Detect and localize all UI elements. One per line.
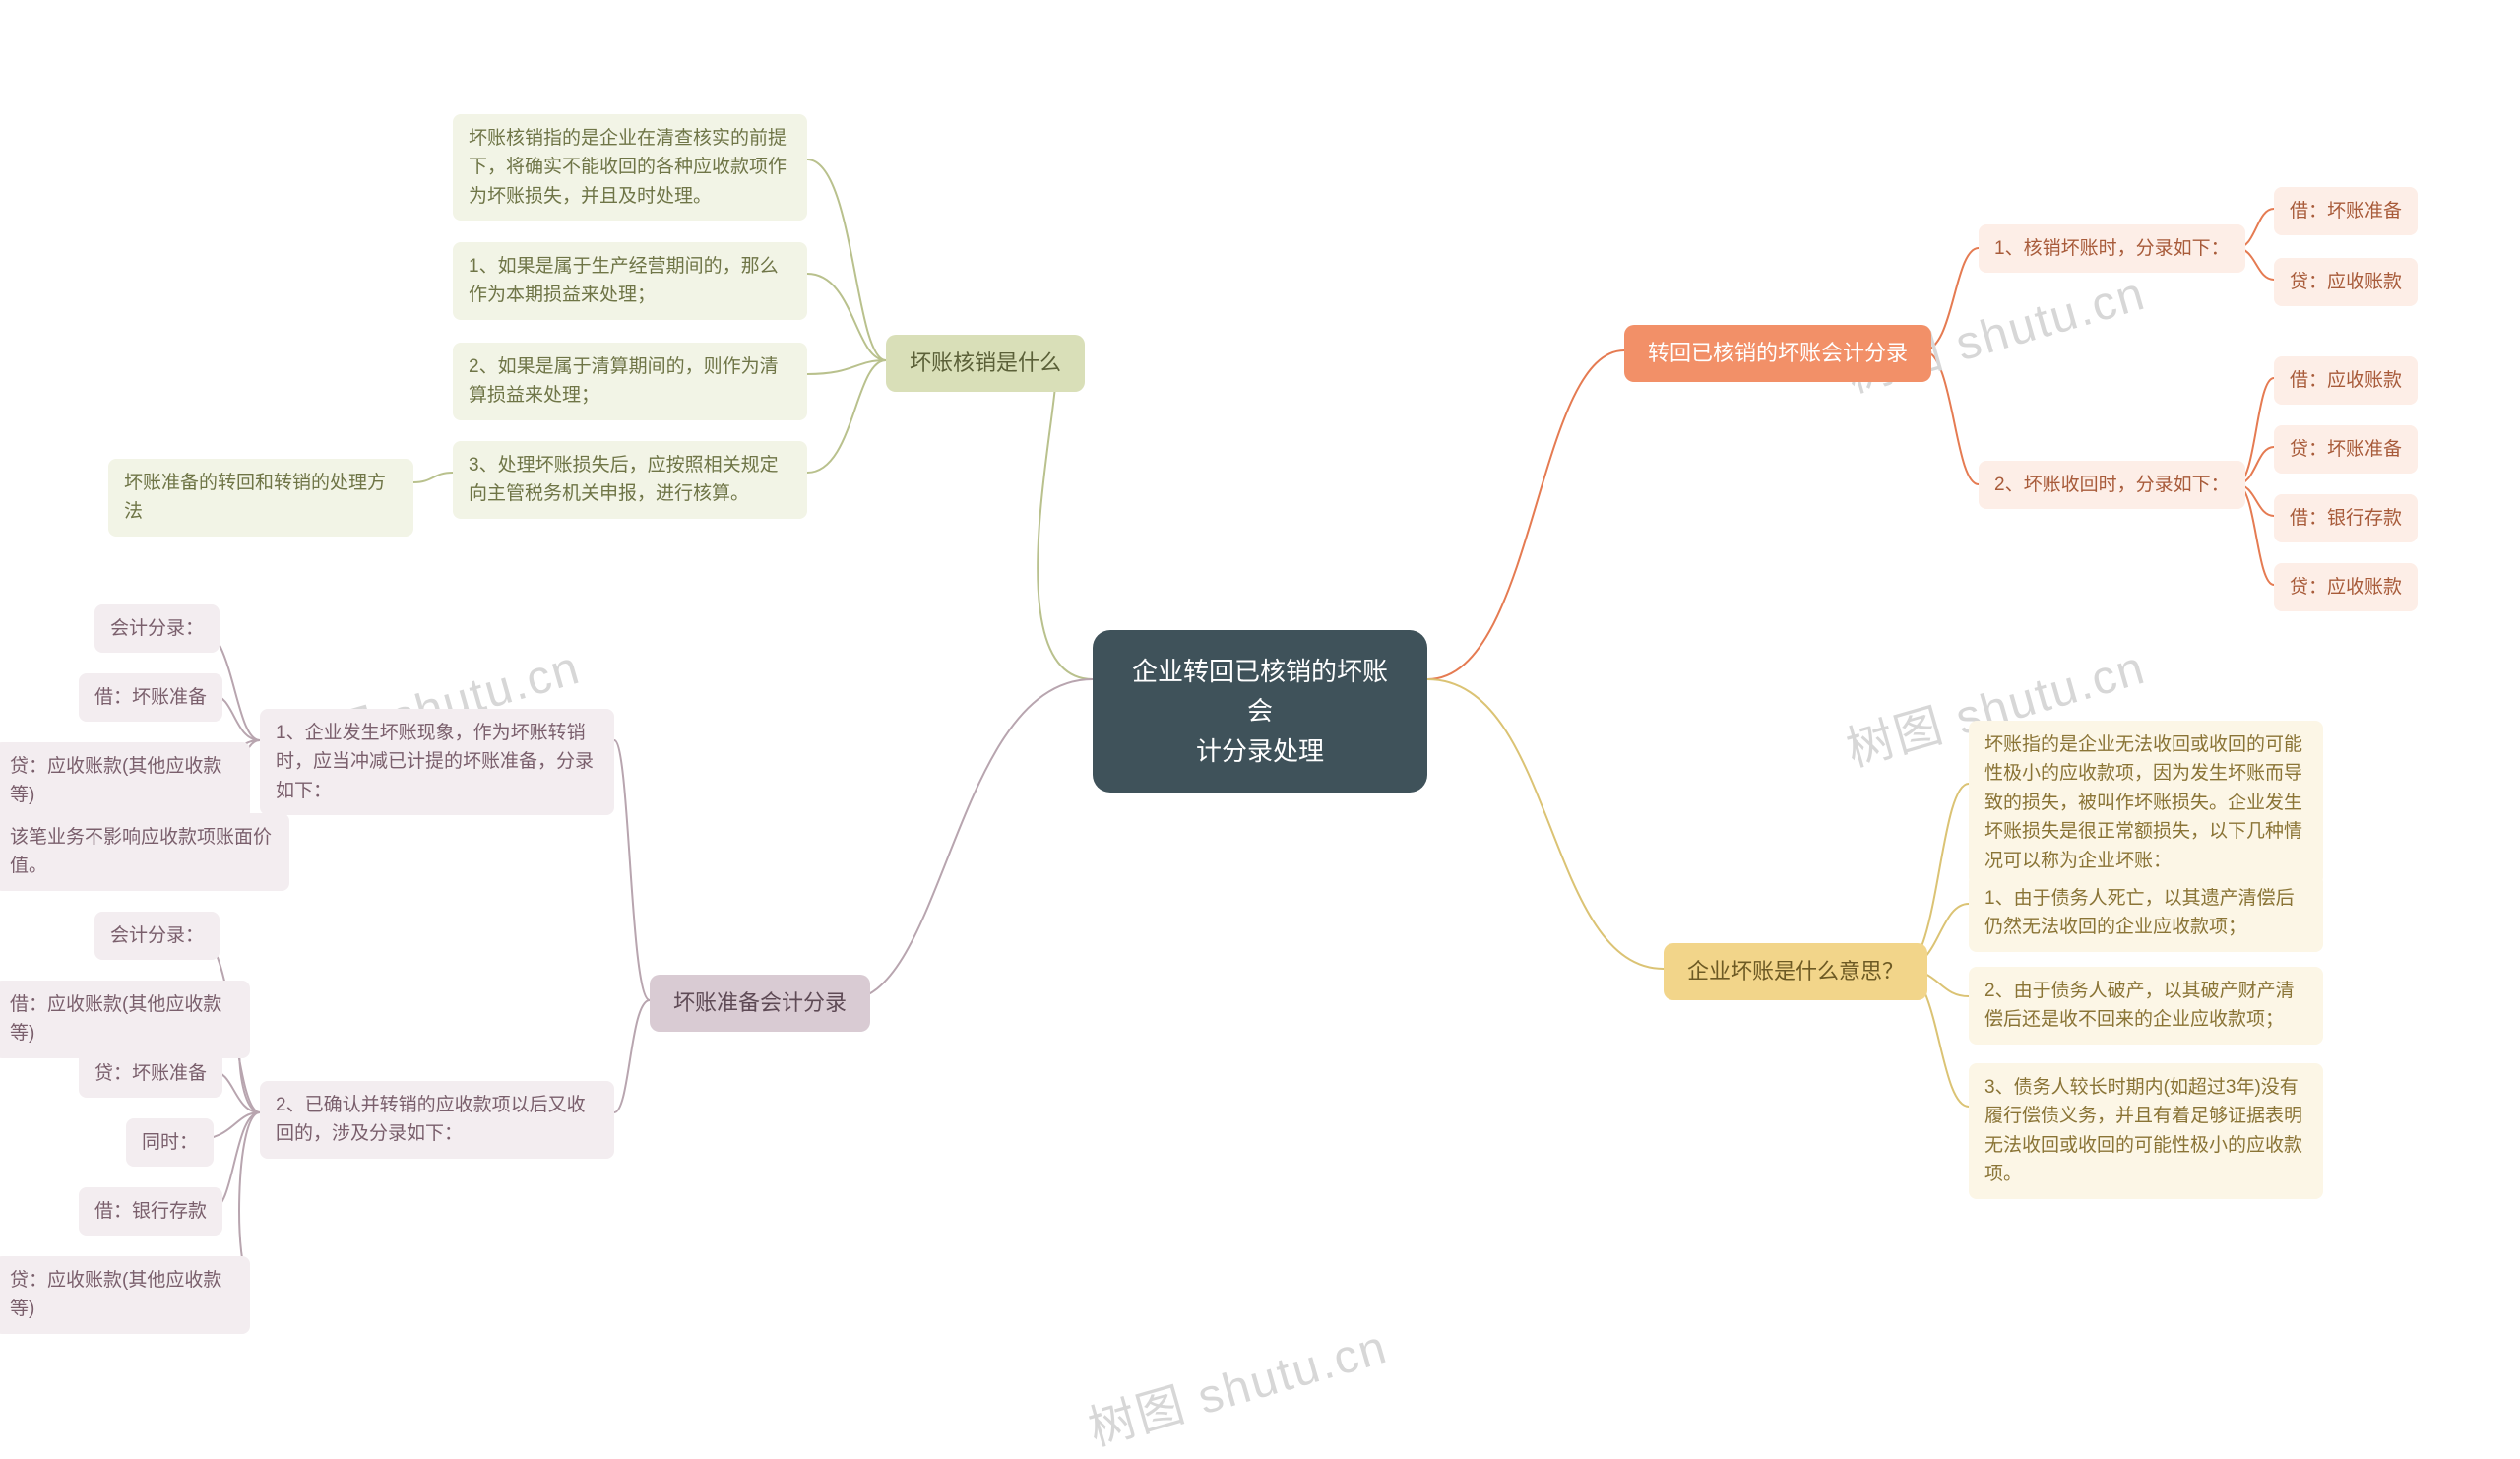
leaf-node[interactable]: 贷：坏账准备: [2274, 425, 2418, 474]
root-node[interactable]: 企业转回已核销的坏账会 计分录处理: [1093, 630, 1427, 793]
root-line1: 企业转回已核销的坏账会: [1124, 652, 1396, 731]
leaf-node[interactable]: 同时：: [126, 1118, 214, 1167]
leaf-node[interactable]: 1、由于债务人死亡，以其遗产清偿后仍然无法收回的企业应收款项；: [1969, 874, 2323, 952]
leaf-node[interactable]: 贷：应收账款: [2274, 563, 2418, 611]
leaf-node[interactable]: 2、已确认并转销的应收款项以后又收回的，涉及分录如下：: [260, 1081, 614, 1159]
leaf-node[interactable]: 坏账指的是企业无法收回或收回的可能性极小的应收款项，因为发生坏账而导致的损失，被…: [1969, 721, 2323, 885]
leaf-node[interactable]: 3、处理坏账损失后，应按照相关规定向主管税务机关申报，进行核算。: [453, 441, 807, 519]
leaf-node[interactable]: 1、核销坏账时，分录如下：: [1979, 224, 2245, 273]
leaf-node[interactable]: 1、企业发生坏账现象，作为坏账转销时，应当冲减已计提的坏账准备，分录如下：: [260, 709, 614, 815]
leaf-node[interactable]: 贷：坏账准备: [79, 1049, 222, 1098]
leaf-node[interactable]: 3、债务人较长时期内(如超过3年)没有履行偿债义务，并且有着足够证据表明无法收回…: [1969, 1063, 2323, 1199]
leaf-node[interactable]: 借：应收账款(其他应收款等): [0, 981, 250, 1058]
leaf-node[interactable]: 贷：应收账款: [2274, 258, 2418, 306]
leaf-node[interactable]: 借：银行存款: [79, 1187, 222, 1236]
branch-b1[interactable]: 转回已核销的坏账会计分录: [1624, 325, 1931, 382]
leaf-node[interactable]: 贷：应收账款(其他应收款等): [0, 1256, 250, 1334]
leaf-node[interactable]: 贷：应收账款(其他应收款等): [0, 742, 250, 820]
leaf-node[interactable]: 坏账准备的转回和转销的处理方法: [108, 459, 413, 537]
leaf-node[interactable]: 1、如果是属于生产经营期间的，那么作为本期损益来处理；: [453, 242, 807, 320]
leaf-node[interactable]: 会计分录：: [94, 604, 220, 653]
leaf-node[interactable]: 借：坏账准备: [79, 673, 222, 722]
leaf-node[interactable]: 2、如果是属于清算期间的，则作为清算损益来处理；: [453, 343, 807, 420]
leaf-node[interactable]: 借：应收账款: [2274, 356, 2418, 405]
mindmap-canvas: 树图 shutu.cn 树图 shutu.cn 树图 shutu.cn 树图 s…: [0, 0, 2520, 1384]
leaf-node[interactable]: 2、由于债务人破产，以其破产财产清偿后还是收不回来的企业应收款项；: [1969, 967, 2323, 1045]
root-line2: 计分录处理: [1124, 731, 1396, 771]
leaf-node[interactable]: 借：坏账准备: [2274, 187, 2418, 235]
watermark: 树图 shutu.cn: [1079, 1307, 1394, 1459]
branch-b3[interactable]: 坏账核销是什么: [886, 335, 1085, 392]
leaf-node[interactable]: 该笔业务不影响应收款项账面价值。: [0, 813, 289, 891]
leaf-node[interactable]: 会计分录：: [94, 912, 220, 960]
branch-b4[interactable]: 坏账准备会计分录: [650, 975, 870, 1032]
leaf-node[interactable]: 坏账核销指的是企业在清查核实的前提下，将确实不能收回的各种应收款项作为坏账损失，…: [453, 114, 807, 221]
leaf-node[interactable]: 2、坏账收回时，分录如下：: [1979, 461, 2245, 509]
branch-b2[interactable]: 企业坏账是什么意思？: [1664, 943, 1927, 1000]
leaf-node[interactable]: 借：银行存款: [2274, 494, 2418, 542]
